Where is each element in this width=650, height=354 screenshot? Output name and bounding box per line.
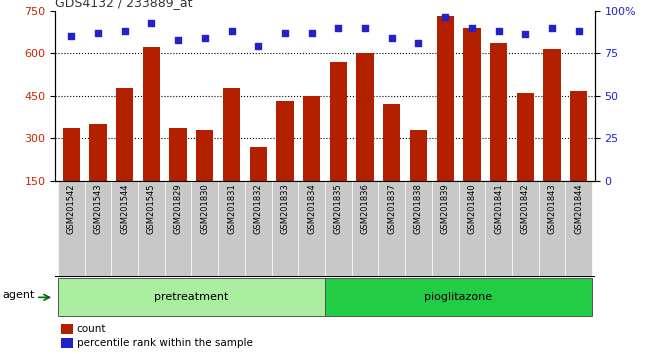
Bar	[410, 130, 427, 223]
Text: GSM201830: GSM201830	[200, 183, 209, 234]
Text: pioglitazone: pioglitazone	[424, 292, 493, 302]
Point	[547, 25, 557, 30]
Point	[253, 44, 263, 49]
Bar	[272, 181, 298, 276]
Text: GSM201839: GSM201839	[441, 183, 450, 234]
Bar	[517, 93, 534, 223]
Point	[360, 25, 370, 30]
Bar	[62, 128, 80, 223]
Bar	[325, 278, 592, 316]
Text: GSM201837: GSM201837	[387, 183, 396, 234]
Point	[280, 30, 290, 35]
Bar	[250, 147, 267, 223]
Bar	[164, 181, 192, 276]
Point	[146, 20, 157, 25]
Bar	[383, 104, 400, 223]
Bar	[325, 181, 352, 276]
Bar	[486, 181, 512, 276]
Text: agent: agent	[3, 290, 35, 300]
Bar	[245, 181, 272, 276]
Point	[306, 30, 317, 35]
Bar	[512, 181, 539, 276]
Bar	[58, 278, 325, 316]
Point	[467, 25, 477, 30]
Text: GDS4132 / 233889_at: GDS4132 / 233889_at	[55, 0, 193, 10]
Point	[333, 25, 344, 30]
Text: GSM201543: GSM201543	[94, 183, 103, 234]
Text: GSM201832: GSM201832	[254, 183, 263, 234]
Bar	[458, 181, 486, 276]
Bar	[84, 181, 111, 276]
Text: count: count	[77, 324, 107, 334]
Point	[387, 35, 397, 41]
Text: GSM201829: GSM201829	[174, 183, 183, 234]
Text: GSM201545: GSM201545	[147, 183, 156, 234]
Point	[120, 28, 130, 34]
Bar	[330, 62, 347, 223]
Bar	[138, 181, 164, 276]
Point	[93, 30, 103, 35]
Bar	[543, 49, 561, 223]
Bar	[539, 181, 566, 276]
Bar	[570, 91, 588, 223]
Bar	[352, 181, 378, 276]
Bar	[218, 181, 245, 276]
Bar	[437, 16, 454, 223]
Bar	[463, 28, 480, 223]
Bar	[405, 181, 432, 276]
Bar	[490, 43, 507, 223]
Bar	[143, 47, 160, 223]
Bar	[111, 181, 138, 276]
Point	[200, 35, 210, 41]
Point	[173, 37, 183, 42]
Bar	[276, 101, 294, 223]
Text: percentile rank within the sample: percentile rank within the sample	[77, 338, 253, 348]
Point	[226, 28, 237, 34]
Text: GSM201841: GSM201841	[494, 183, 503, 234]
Bar	[432, 181, 458, 276]
Text: GSM201831: GSM201831	[227, 183, 236, 234]
Bar	[60, 338, 73, 348]
Text: GSM201834: GSM201834	[307, 183, 316, 234]
Text: GSM201544: GSM201544	[120, 183, 129, 234]
Bar	[60, 324, 73, 334]
Text: GSM201838: GSM201838	[414, 183, 423, 234]
Text: GSM201844: GSM201844	[574, 183, 583, 234]
Point	[573, 28, 584, 34]
Bar	[170, 128, 187, 223]
Point	[413, 40, 424, 46]
Bar	[378, 181, 405, 276]
Point	[440, 15, 450, 20]
Text: GSM201843: GSM201843	[547, 183, 556, 234]
Text: GSM201836: GSM201836	[361, 183, 370, 234]
Bar	[89, 124, 107, 223]
Bar	[356, 53, 374, 223]
Point	[66, 33, 77, 39]
Point	[520, 32, 530, 37]
Text: GSM201833: GSM201833	[280, 183, 289, 234]
Point	[493, 28, 504, 34]
Text: GSM201542: GSM201542	[67, 183, 76, 234]
Bar	[303, 96, 320, 223]
Bar	[116, 88, 133, 223]
Text: GSM201835: GSM201835	[334, 183, 343, 234]
Bar	[223, 88, 240, 223]
Bar	[298, 181, 325, 276]
Text: GSM201842: GSM201842	[521, 183, 530, 234]
Text: GSM201840: GSM201840	[467, 183, 476, 234]
Bar	[566, 181, 592, 276]
Bar	[58, 181, 84, 276]
Text: pretreatment: pretreatment	[154, 292, 229, 302]
Bar	[192, 181, 218, 276]
Bar	[196, 130, 213, 223]
